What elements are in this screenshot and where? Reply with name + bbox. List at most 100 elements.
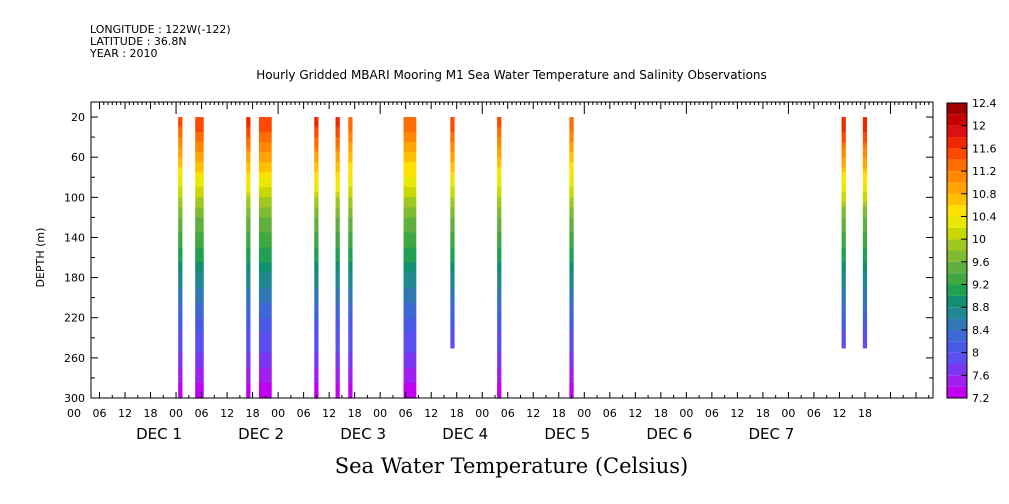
colorbar-label: 9.6 bbox=[972, 256, 990, 269]
data-cell bbox=[348, 122, 353, 128]
data-cell bbox=[841, 147, 846, 153]
data-cell bbox=[403, 212, 417, 218]
data-cell bbox=[246, 297, 251, 304]
data-cell bbox=[246, 287, 251, 294]
data-cell bbox=[195, 382, 204, 389]
data-cell bbox=[403, 167, 417, 173]
data-cell bbox=[178, 272, 183, 279]
data-cell bbox=[569, 362, 574, 369]
data-cell bbox=[246, 157, 251, 163]
x-hour-tick-label: 18 bbox=[348, 407, 362, 420]
data-cell bbox=[348, 287, 353, 294]
data-cell bbox=[403, 362, 417, 369]
data-cell bbox=[335, 262, 340, 269]
data-cell bbox=[569, 132, 574, 138]
data-cell bbox=[450, 147, 455, 153]
data-cell bbox=[195, 362, 204, 369]
y-tick-label: 140 bbox=[64, 231, 85, 244]
x-hour-tick-label: 06 bbox=[603, 407, 617, 420]
colorbar-label: 11.6 bbox=[972, 142, 997, 155]
data-cell bbox=[195, 172, 204, 178]
data-cell bbox=[569, 122, 574, 128]
longitude-label: LONGITUDE : 122W(-122) bbox=[90, 23, 231, 36]
colorbar: 12.4 12 11.6 11.2 10.8 10.4 10 9.6 9.2 8.8 8.4 8 7.6… bbox=[946, 97, 997, 405]
data-cell bbox=[841, 327, 846, 334]
data-cell bbox=[195, 242, 204, 249]
data-cell bbox=[314, 232, 319, 239]
data-cell bbox=[497, 372, 502, 379]
data-columns bbox=[178, 117, 868, 399]
data-cell bbox=[450, 167, 455, 173]
data-cell bbox=[403, 142, 417, 148]
data-cell bbox=[178, 297, 183, 304]
data-cell bbox=[497, 382, 502, 389]
colorbar-label: 9.2 bbox=[972, 279, 990, 292]
data-cell bbox=[195, 187, 204, 193]
data-cell bbox=[569, 372, 574, 379]
data-cell bbox=[246, 192, 251, 198]
data-cell bbox=[841, 152, 846, 158]
data-cell bbox=[450, 127, 455, 133]
data-cell bbox=[497, 117, 502, 123]
data-cell bbox=[178, 392, 183, 399]
data-cell bbox=[403, 132, 417, 138]
data-cell bbox=[314, 147, 319, 153]
data-cell bbox=[497, 287, 502, 294]
data-cell bbox=[246, 352, 251, 359]
data-cell bbox=[335, 307, 340, 314]
data-cell bbox=[178, 352, 183, 359]
colorbar-label: 7.2 bbox=[972, 392, 990, 405]
data-cell bbox=[497, 327, 502, 334]
data-cell bbox=[497, 252, 502, 259]
data-cell bbox=[246, 367, 251, 374]
data-cell bbox=[569, 197, 574, 203]
data-cell bbox=[841, 217, 846, 224]
data-cell bbox=[178, 367, 183, 374]
data-cell bbox=[314, 282, 319, 289]
data-cell bbox=[348, 312, 353, 319]
data-cell bbox=[178, 292, 183, 299]
data-cell bbox=[246, 242, 251, 249]
colorbar-swatch bbox=[947, 205, 967, 217]
data-cell bbox=[497, 222, 502, 229]
x-hour-tick-label: 18 bbox=[144, 407, 158, 420]
data-cell bbox=[403, 137, 417, 143]
data-cell bbox=[569, 312, 574, 319]
data-cell bbox=[497, 242, 502, 249]
data-cell bbox=[258, 307, 272, 314]
data-cell bbox=[348, 197, 353, 203]
data-cell bbox=[862, 327, 868, 334]
data-cell bbox=[314, 192, 319, 198]
data-cell bbox=[258, 267, 272, 274]
data-cell bbox=[862, 217, 868, 224]
data-cell bbox=[335, 357, 340, 364]
colorbar-label: 8.8 bbox=[972, 301, 990, 314]
data-cell bbox=[314, 237, 319, 244]
data-cell bbox=[497, 342, 502, 349]
data-cell bbox=[178, 222, 183, 229]
data-cell bbox=[178, 377, 183, 384]
data-cell bbox=[862, 212, 868, 218]
data-cell bbox=[841, 227, 846, 234]
data-column bbox=[450, 117, 455, 349]
data-cell bbox=[195, 197, 204, 203]
data-cell bbox=[450, 142, 455, 148]
data-cell bbox=[348, 252, 353, 259]
data-cell bbox=[314, 267, 319, 274]
data-cell bbox=[862, 147, 868, 153]
data-cell bbox=[497, 247, 502, 254]
data-cell bbox=[862, 257, 868, 264]
x-hour-tick-label: 18 bbox=[858, 407, 872, 420]
data-cell bbox=[497, 307, 502, 314]
data-cell bbox=[195, 377, 204, 384]
data-cell bbox=[569, 267, 574, 274]
data-column bbox=[497, 117, 502, 399]
data-cell bbox=[348, 157, 353, 163]
data-cell bbox=[403, 177, 417, 183]
data-cell bbox=[862, 287, 868, 294]
data-cell bbox=[348, 277, 353, 284]
data-cell bbox=[335, 352, 340, 359]
data-cell bbox=[195, 192, 204, 198]
x-hour-tick-label: 06 bbox=[195, 407, 209, 420]
plot-frame bbox=[90, 101, 934, 399]
